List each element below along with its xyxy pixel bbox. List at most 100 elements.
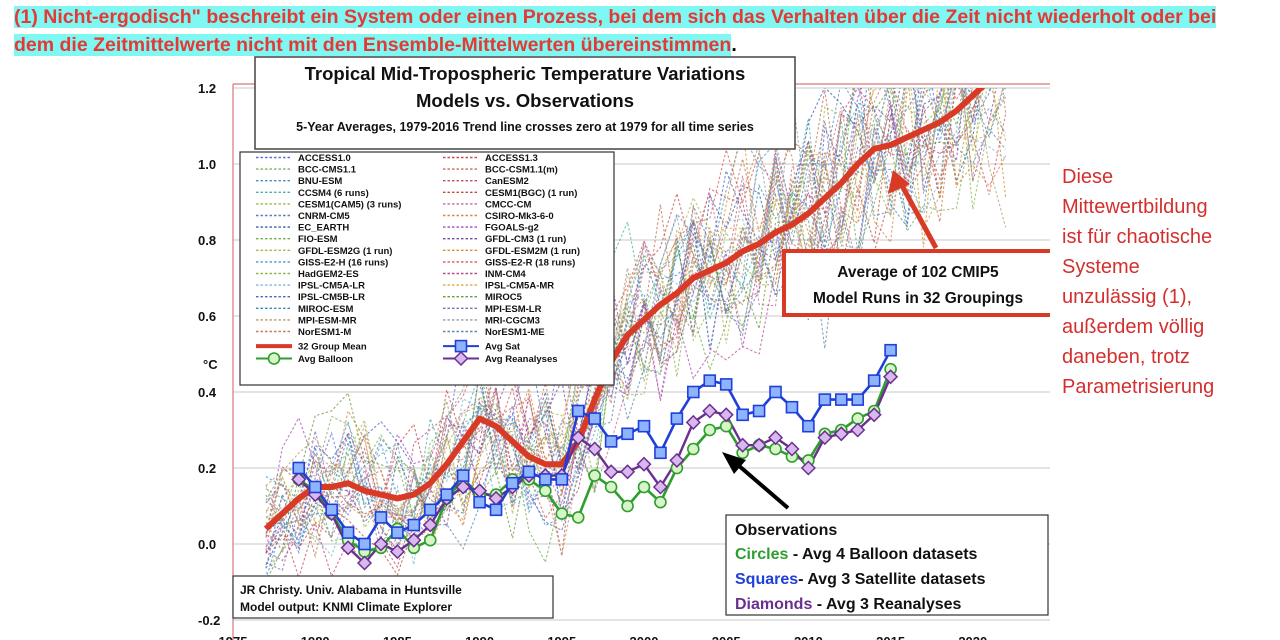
mean-callout-line-2: Model Runs in 32 Groupings	[813, 290, 1023, 307]
reanalysis-point	[685, 414, 701, 430]
sat-point	[884, 343, 897, 357]
legend-label: FGOALS-g2	[485, 223, 539, 234]
balloon-point	[539, 484, 552, 498]
chart-title: Tropical Mid-Tropospheric Temperature Va…	[305, 63, 746, 84]
model-run-line	[265, 88, 1005, 549]
chart-subtitle-2: 5-Year Averages, 1979-2016 Trend line cr…	[296, 120, 754, 134]
x-axis: 1975 1980 1985 1990 1995 2000 2005 2010 2015 2020	[219, 634, 988, 640]
legend-box	[239, 151, 615, 386]
sat-point	[440, 488, 454, 501]
model-run-line	[265, 88, 922, 557]
balloon-point	[571, 511, 585, 524]
squares-text: - Avg 3 Satellite datasets	[798, 571, 985, 588]
reanalysis-point	[373, 536, 389, 552]
sat-point	[407, 518, 421, 532]
legend-label: MPI-ESM-MR	[298, 315, 357, 326]
circles-key: Circles	[735, 546, 788, 563]
model-run-line	[265, 88, 1007, 580]
y-tick-label: -0.2	[198, 613, 220, 628]
legend-label: ACCESS1.3	[485, 153, 538, 164]
sat-point	[506, 476, 519, 490]
reanalysis-point	[455, 479, 471, 495]
y-axis-label: °C	[203, 357, 218, 372]
observations-box	[725, 514, 1049, 616]
legend-label: GFDL-ESM2M (1 run)	[485, 246, 580, 257]
sat-point	[325, 503, 338, 517]
sat-point	[308, 480, 322, 494]
observations-arrow	[736, 463, 790, 510]
reanalysis-point	[800, 460, 816, 476]
x-tick-label: 2010	[794, 634, 823, 640]
legend-label: BCC-CSM1.1(m)	[485, 165, 558, 176]
sat-point	[423, 503, 437, 517]
legend-label: CCSM4 (6 runs)	[298, 188, 369, 199]
reanalysis-point	[652, 479, 669, 495]
sat-point	[489, 503, 503, 517]
mean-callout-box	[782, 249, 1050, 317]
balloon-point	[555, 507, 569, 520]
legend-label: CMCC-CM	[485, 199, 532, 210]
reanalysis-point	[767, 430, 784, 446]
temperature-chart: 1.21.00.80.60.40.20.0-0.2 19751980198519…	[198, 56, 1050, 640]
squares-key: Squares	[735, 571, 798, 588]
reanalysis-point	[406, 532, 422, 548]
x-tick-label: 2005	[712, 634, 741, 640]
reanalysis-point	[751, 437, 767, 453]
y-tick-label: 0.0	[198, 537, 216, 552]
legend-label: FIO-ESM	[298, 234, 338, 245]
legend-label: MPI-ESM-LR	[485, 304, 542, 315]
circles-text: - Avg 4 Balloon datasets	[788, 546, 977, 563]
model-run-line	[265, 88, 992, 555]
legend-label: INM-CM4	[485, 269, 526, 280]
legend-label: CSIRO-Mk3-6-0	[485, 211, 554, 222]
sat-point	[456, 469, 470, 482]
reanalysis-point	[833, 426, 849, 442]
legend-label: EC_EARTH	[298, 223, 349, 234]
sat-point	[851, 393, 865, 406]
x-tick-label: 2020	[958, 634, 987, 640]
chart-subtitle: Models vs. Observations	[416, 90, 634, 111]
banner-period: .	[731, 34, 737, 56]
sat-point	[374, 511, 388, 524]
legend-label: BCC-CMS1.1	[298, 165, 357, 176]
sat-point	[785, 400, 799, 414]
observations-arrowhead	[722, 452, 746, 474]
reanalysis-point	[570, 430, 586, 446]
model-run-line	[265, 88, 968, 564]
sat-point	[654, 446, 667, 460]
side-note-line: unzulässig (1),	[1062, 286, 1193, 308]
reanalysis-point	[636, 456, 652, 472]
reanalysis-point	[866, 407, 882, 423]
observations-squares: Squares- Avg 3 Satellite datasets	[735, 571, 986, 588]
reanalysis-point	[850, 422, 866, 438]
side-note-line: Mittewertbildung	[1062, 196, 1208, 218]
mean-callout-line-1: Average of 102 CMIP5	[837, 264, 999, 281]
y-tick-label: 1.0	[198, 157, 216, 172]
side-note-line: außerdem völlig	[1062, 316, 1205, 338]
legend-label: CanESM2	[485, 176, 529, 187]
side-note-line: Parametrisierung	[1062, 376, 1215, 398]
legend-label: GFDL-ESM2G (1 run)	[298, 246, 392, 257]
model-run-line	[265, 88, 1007, 523]
sat-point	[555, 473, 569, 486]
sat-point	[539, 473, 552, 486]
observations-circles: Circles - Avg 4 Balloon datasets	[735, 546, 978, 563]
legend-label: GISS-E2-H (16 runs)	[298, 257, 388, 268]
sat-point	[604, 435, 618, 448]
y-tick-label: 1.2	[198, 81, 216, 96]
legend-label: NorESM1-ME	[485, 327, 545, 338]
sat-point	[588, 412, 601, 425]
model-run-line	[265, 88, 982, 582]
mean-callout-arrowhead	[888, 170, 910, 194]
sat-point	[736, 408, 749, 422]
sat-point	[818, 393, 832, 406]
model-run-line	[265, 88, 978, 559]
sat-point	[867, 374, 881, 387]
sat-point	[571, 404, 585, 418]
x-tick-label: 1990	[465, 634, 494, 640]
legend-label: GFDL-CM3 (1 run)	[485, 234, 566, 245]
legend-label: MRI-CGCM3	[485, 315, 540, 326]
observations-title: Observations	[735, 522, 837, 539]
mean-callout-arrow	[897, 180, 939, 250]
legend-label: MIROC-ESM	[298, 304, 354, 315]
